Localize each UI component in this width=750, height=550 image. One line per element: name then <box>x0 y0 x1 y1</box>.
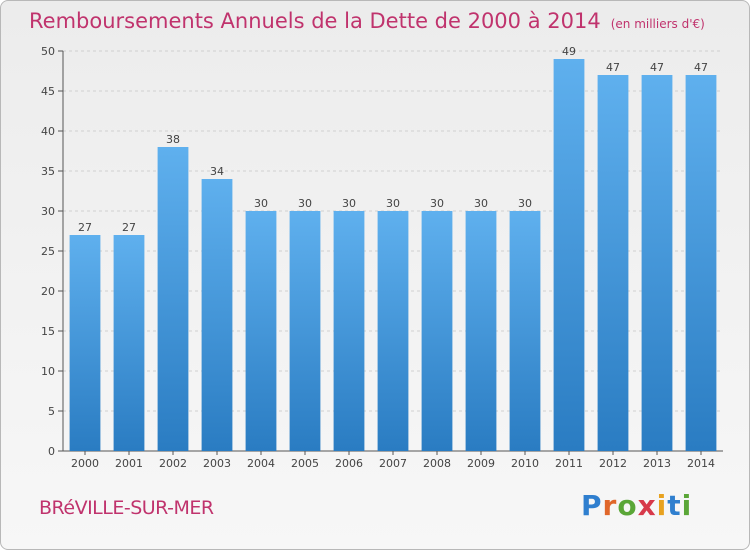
x-tick-label: 2005 <box>291 457 319 470</box>
x-tick-label: 2004 <box>247 457 275 470</box>
proxiti-logo: Proxiti <box>581 489 692 522</box>
y-tick-label: 50 <box>41 45 55 58</box>
bar <box>641 75 673 451</box>
bar <box>509 211 541 451</box>
data-label: 47 <box>694 61 708 74</box>
bar <box>685 75 717 451</box>
logo-letter: i <box>681 489 693 522</box>
logo-letter: i <box>656 489 668 522</box>
x-tick-label: 2014 <box>687 457 715 470</box>
y-tick-label: 30 <box>41 205 55 218</box>
y-tick-label: 5 <box>48 405 55 418</box>
data-label: 30 <box>342 197 356 210</box>
data-label: 30 <box>474 197 488 210</box>
x-tick-label: 2003 <box>203 457 231 470</box>
data-label: 27 <box>78 221 92 234</box>
bar <box>333 211 365 451</box>
data-label: 30 <box>518 197 532 210</box>
data-label: 47 <box>606 61 620 74</box>
data-label: 27 <box>122 221 136 234</box>
y-tick-label: 15 <box>41 325 55 338</box>
x-tick-label: 2007 <box>379 457 407 470</box>
bar <box>377 211 409 451</box>
x-tick-label: 2012 <box>599 457 627 470</box>
y-tick-label: 45 <box>41 85 55 98</box>
x-tick-label: 2011 <box>555 457 583 470</box>
x-tick-label: 2013 <box>643 457 671 470</box>
data-label: 30 <box>430 197 444 210</box>
bar <box>245 211 277 451</box>
bar <box>113 235 145 451</box>
data-label: 49 <box>562 45 576 58</box>
logo-letter: x <box>637 489 657 522</box>
x-tick-label: 2001 <box>115 457 143 470</box>
data-label: 30 <box>386 197 400 210</box>
y-tick-label: 20 <box>41 285 55 298</box>
logo-letter: P <box>581 489 603 522</box>
bar <box>201 179 233 451</box>
y-tick-label: 0 <box>48 445 55 458</box>
y-tick-label: 40 <box>41 125 55 138</box>
x-tick-label: 2009 <box>467 457 495 470</box>
chart-unit-label: (en milliers d'€) <box>610 17 705 31</box>
x-tick-label: 2002 <box>159 457 187 470</box>
y-tick-label: 25 <box>41 245 55 258</box>
x-tick-label: 2008 <box>423 457 451 470</box>
data-label: 47 <box>650 61 664 74</box>
data-label: 34 <box>210 165 224 178</box>
logo-letter: r <box>602 489 618 522</box>
data-label: 38 <box>166 133 180 146</box>
bar <box>289 211 321 451</box>
y-tick-label: 10 <box>41 365 55 378</box>
chart-title: Remboursements Annuels de la Dette de 20… <box>29 9 705 33</box>
data-label: 30 <box>298 197 312 210</box>
bar <box>465 211 497 451</box>
x-tick-label: 2000 <box>71 457 99 470</box>
bar <box>421 211 453 451</box>
logo-letter: t <box>667 489 682 522</box>
x-tick-label: 2006 <box>335 457 363 470</box>
y-tick-label: 35 <box>41 165 55 178</box>
x-tick-label: 2010 <box>511 457 539 470</box>
bar <box>157 147 189 451</box>
commune-name: BRéVILLE-SUR-MER <box>39 497 214 519</box>
data-label: 30 <box>254 197 268 210</box>
bar <box>597 75 629 451</box>
bar <box>553 59 585 451</box>
chart-title-text: Remboursements Annuels de la Dette de 20… <box>29 9 601 33</box>
bar <box>69 235 101 451</box>
logo-letter: o <box>617 489 638 522</box>
